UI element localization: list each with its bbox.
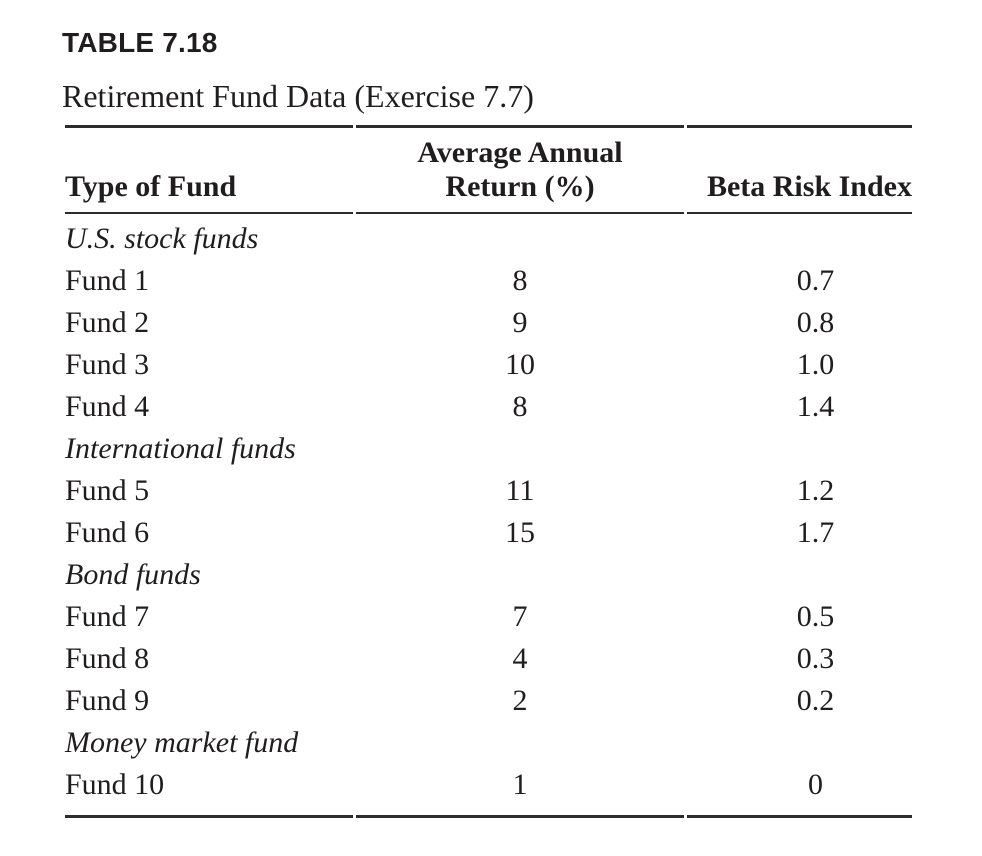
fund-name: Fund 10: [65, 764, 353, 818]
avg-return-value: 2: [512, 684, 528, 717]
fund-name: Fund 4: [65, 390, 150, 423]
fund-row: Fund 6 15 1.7: [65, 512, 912, 554]
column-header-avg-return: Average Annual Return (%): [356, 125, 684, 214]
avg-return-value: 15: [505, 516, 535, 549]
column-header-beta: Beta Risk Index: [687, 125, 912, 214]
fund-row: Fund 9 2 0.2: [65, 680, 912, 722]
fund-category-label: International funds: [65, 432, 296, 465]
fund-category-label: U.S. stock funds: [65, 222, 259, 255]
beta-value: 0.5: [796, 600, 835, 633]
section-row: U.S. stock funds: [65, 214, 912, 260]
avg-return-value: [356, 554, 684, 596]
column-header-avg-return-line1: Average Annual: [417, 136, 623, 169]
section-row: Money market fund: [65, 722, 912, 764]
beta-value: 0.3: [796, 642, 835, 675]
fund-name: Fund 3: [65, 348, 150, 381]
beta-value: 1.0: [796, 348, 835, 381]
fund-row: Fund 3 10 1.0: [65, 344, 912, 386]
avg-return-value: 8: [512, 390, 528, 423]
fund-row: Fund 1 8 0.7: [65, 260, 912, 302]
avg-return-value: 7: [512, 600, 528, 633]
fund-name: Fund 5: [65, 474, 150, 507]
column-header-fund-type: Type of Fund: [65, 125, 353, 214]
table-header: Type of Fund Average Annual Return (%) B…: [65, 125, 912, 214]
beta-value: 0: [687, 764, 912, 818]
table-caption: Retirement Fund Data (Exercise 7.7): [62, 78, 534, 114]
table-number-label: TABLE 7.18: [62, 27, 218, 58]
column-header-avg-return-line2: Return (%): [445, 170, 595, 203]
fund-name: Fund 8: [65, 642, 150, 675]
fund-row: Fund 8 4 0.3: [65, 638, 912, 680]
avg-return-value: [356, 722, 684, 764]
fund-row: Fund 4 8 1.4: [65, 386, 912, 428]
avg-return-value: 4: [512, 642, 528, 675]
avg-return-value: 10: [505, 348, 535, 381]
retirement-fund-table: Type of Fund Average Annual Return (%) B…: [62, 125, 915, 818]
avg-return-value: [356, 214, 684, 260]
avg-return-value: 8: [512, 264, 528, 297]
beta-value: [687, 554, 912, 596]
header-row: Type of Fund Average Annual Return (%) B…: [65, 125, 912, 214]
avg-return-value: 1: [356, 764, 684, 818]
fund-name: Fund 9: [65, 684, 150, 717]
fund-row: Fund 10 1 0: [65, 764, 912, 818]
fund-name: Fund 7: [65, 600, 150, 633]
beta-value: [687, 428, 912, 470]
avg-return-value: 11: [505, 474, 535, 507]
fund-name: Fund 6: [65, 516, 150, 549]
fund-name: Fund 1: [65, 264, 150, 297]
fund-row: Fund 7 7 0.5: [65, 596, 912, 638]
beta-value: [687, 214, 912, 260]
fund-category-label: Bond funds: [65, 558, 201, 591]
beta-value: 0.2: [796, 684, 835, 717]
textbook-page: TABLE 7.18 Retirement Fund Data (Exercis…: [62, 27, 915, 818]
avg-return-value: 9: [512, 306, 528, 339]
fund-row: Fund 5 11 1.2: [65, 470, 912, 512]
beta-value: 0.7: [796, 264, 835, 297]
beta-value: [687, 722, 912, 764]
beta-value: 0.8: [796, 306, 835, 339]
fund-row: Fund 2 9 0.8: [65, 302, 912, 344]
avg-return-value: [356, 428, 684, 470]
beta-value: 1.7: [796, 516, 835, 549]
table-body: U.S. stock funds Fund 1 8 0.7 Fund 2 9 0…: [65, 214, 912, 818]
beta-value: 1.2: [796, 474, 835, 507]
fund-name: Fund 2: [65, 306, 150, 339]
section-row: International funds: [65, 428, 912, 470]
section-row: Bond funds: [65, 554, 912, 596]
fund-category-label: Money market fund: [65, 726, 299, 759]
beta-value: 1.4: [796, 390, 835, 423]
